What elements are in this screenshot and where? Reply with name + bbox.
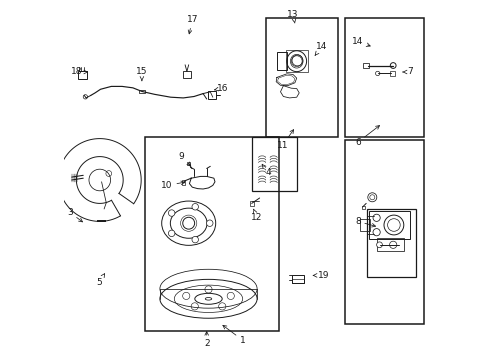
- Text: 3: 3: [67, 208, 82, 222]
- Bar: [363, 63, 368, 68]
- Bar: [182, 180, 185, 185]
- Circle shape: [168, 210, 175, 216]
- Circle shape: [375, 71, 379, 76]
- Bar: [276, 52, 286, 70]
- Bar: [265, 18, 337, 137]
- Circle shape: [192, 237, 198, 243]
- Bar: [251, 137, 296, 191]
- Bar: [376, 238, 403, 251]
- Circle shape: [389, 63, 395, 68]
- Text: 16: 16: [214, 84, 228, 93]
- Bar: [359, 219, 369, 231]
- Bar: [207, 91, 215, 99]
- Bar: [78, 71, 87, 79]
- Text: 12: 12: [251, 209, 262, 222]
- Text: 7: 7: [402, 68, 412, 77]
- Bar: [183, 71, 190, 78]
- Bar: [285, 50, 307, 72]
- Ellipse shape: [205, 297, 211, 300]
- Circle shape: [183, 217, 194, 229]
- Bar: [292, 279, 303, 283]
- Text: 14: 14: [351, 37, 369, 46]
- Text: 8: 8: [354, 217, 375, 227]
- Text: 17: 17: [186, 15, 198, 34]
- Text: 14: 14: [314, 42, 327, 55]
- Text: 10: 10: [161, 181, 184, 190]
- Bar: [368, 211, 409, 239]
- Circle shape: [376, 242, 382, 248]
- Text: 15: 15: [136, 68, 147, 81]
- Text: 18: 18: [71, 68, 87, 77]
- Bar: [389, 71, 394, 76]
- Text: 5: 5: [96, 274, 104, 287]
- Text: 1: 1: [223, 325, 245, 345]
- Text: 6: 6: [354, 126, 379, 147]
- Bar: [345, 18, 424, 137]
- Text: 2: 2: [203, 332, 209, 348]
- Bar: [366, 209, 415, 277]
- Text: 9: 9: [178, 152, 190, 166]
- Bar: [139, 90, 144, 93]
- Bar: [186, 162, 190, 165]
- Bar: [249, 201, 254, 206]
- Text: 4: 4: [262, 164, 271, 177]
- Circle shape: [192, 203, 198, 210]
- Bar: [145, 137, 278, 331]
- Text: 11: 11: [276, 130, 293, 150]
- Text: 19: 19: [313, 271, 329, 280]
- Text: 13: 13: [287, 10, 298, 23]
- Circle shape: [206, 220, 213, 226]
- Bar: [292, 275, 303, 283]
- Bar: [345, 140, 424, 324]
- Circle shape: [168, 230, 175, 237]
- Bar: [361, 206, 364, 209]
